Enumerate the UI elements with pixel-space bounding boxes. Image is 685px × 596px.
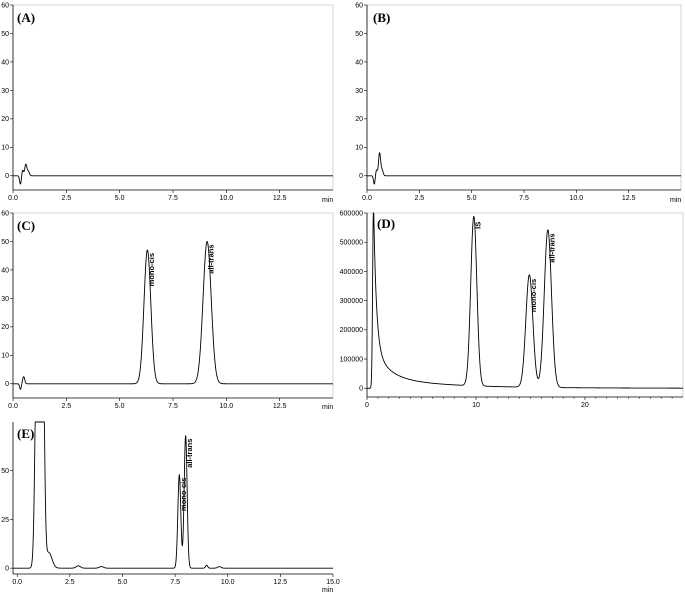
y-tick-label: 20 <box>355 116 363 123</box>
y-tick-label: 0 <box>5 566 9 573</box>
x-tick-label: 5.0 <box>115 195 125 202</box>
peak-label: IS <box>473 222 482 229</box>
y-tick-label: 60 <box>1 210 9 217</box>
panel-a-trace <box>12 163 334 185</box>
panel-e: 0.0 2.5 5.0 7.5 10.0 12.5 15.0 0 25 50 mono-cis al… <box>1 421 340 594</box>
x-tick-label: 0.0 <box>362 195 372 202</box>
panel-d: 0 10 20 0 100000 200000 300000 400000 500000 6000… <box>340 210 684 409</box>
x-tick-label: 12.5 <box>622 195 636 202</box>
panel-e-letter: (E) <box>17 426 34 441</box>
x-tick-label: 0 <box>365 402 369 409</box>
y-tick-label: 40 <box>355 59 363 66</box>
panel-b-x-unit: min <box>670 197 681 204</box>
panel-c-ticks: 0.0 2.5 5.0 7.5 10.0 12.5 0 10 20 30 40 50 60 <box>1 210 286 410</box>
y-tick-label: 600000 <box>340 210 363 217</box>
x-tick-label: 0.0 <box>8 403 18 410</box>
panel-c-letter: (C) <box>17 218 35 233</box>
panel-a-letter: (A) <box>17 10 35 25</box>
panel-d-trace <box>366 212 684 389</box>
x-tick-label: 15.0 <box>326 579 340 586</box>
y-tick-label: 60 <box>355 2 363 9</box>
panel-c-x-unit: min <box>322 404 333 411</box>
x-tick-label: 5.0 <box>467 195 477 202</box>
panel-b-ticks: 0.0 2.5 5.0 7.5 10.0 12.5 0 10 20 30 40 50 60 <box>355 2 635 202</box>
panel-e-peak-labels: mono-cis all-trans <box>179 439 194 511</box>
y-tick-label: 200000 <box>340 327 363 334</box>
y-tick-label: 40 <box>1 267 9 274</box>
x-tick-label: 0.0 <box>8 195 18 202</box>
y-tick-label: 10 <box>1 353 9 360</box>
panel-a-ticks: 0.0 2.5 5.0 7.5 10.0 12.5 0 10 20 30 40 50 60 <box>1 2 286 202</box>
x-tick-label: 7.5 <box>168 195 178 202</box>
x-tick-label: 10 <box>472 402 480 409</box>
panel-e-trace <box>12 421 334 569</box>
y-tick-label: 30 <box>355 88 363 95</box>
panel-e-ticks: 0.0 2.5 5.0 7.5 10.0 12.5 15.0 0 25 50 <box>1 468 340 586</box>
y-tick-label: 0 <box>359 386 363 393</box>
y-tick-label: 10 <box>1 145 9 152</box>
panel-b-letter: (B) <box>373 10 390 25</box>
y-tick-label: 300000 <box>340 298 363 305</box>
y-tick-label: 40 <box>1 59 9 66</box>
y-tick-label: 60 <box>1 2 9 9</box>
y-tick-label: 100000 <box>340 356 363 363</box>
y-tick-label: 0 <box>5 381 9 388</box>
x-tick-label: 2.5 <box>61 403 71 410</box>
panel-a-x-unit: min <box>322 197 333 204</box>
panel-e-x-unit: min <box>322 587 333 594</box>
panel-a: 0.0 2.5 5.0 7.5 10.0 12.5 0 10 20 30 40 50 60 (A) mi… <box>1 2 334 204</box>
x-tick-label: 2.5 <box>414 195 424 202</box>
panel-c-peak-labels: mono-cis all-trans <box>147 245 216 287</box>
x-tick-label: 0.0 <box>12 579 22 586</box>
y-tick-label: 30 <box>1 296 9 303</box>
peak-label: all-trans <box>207 245 216 274</box>
x-tick-label: 5.0 <box>118 579 128 586</box>
y-tick-label: 400000 <box>340 269 363 276</box>
panel-d-ticks: 0 10 20 0 100000 200000 300000 400000 500000 6000… <box>340 210 673 409</box>
y-tick-label: 0 <box>5 173 9 180</box>
panel-b-frame <box>367 4 682 190</box>
x-tick-label: 20 <box>581 402 589 409</box>
panel-d-peak-labels: IS mono-cis all-trans <box>473 222 556 312</box>
panel-a-frame <box>13 4 334 190</box>
x-tick-label: 2.5 <box>61 195 71 202</box>
x-tick-label: 10.0 <box>220 195 234 202</box>
x-tick-label: 12.5 <box>274 579 288 586</box>
x-tick-label: 2.5 <box>65 579 75 586</box>
panel-b-trace <box>366 152 682 185</box>
panel-d-frame <box>367 212 684 397</box>
x-tick-label: 7.5 <box>170 579 180 586</box>
peak-label: all-trans <box>185 439 194 468</box>
panel-c-frame <box>13 212 334 398</box>
y-tick-label: 20 <box>1 116 9 123</box>
y-tick-label: 25 <box>1 517 9 524</box>
y-tick-label: 50 <box>355 31 363 38</box>
x-tick-label: 10.0 <box>570 195 584 202</box>
y-tick-label: 500000 <box>340 240 363 247</box>
y-tick-label: 50 <box>1 468 9 475</box>
peak-label: mono-cis <box>147 253 156 286</box>
y-tick-label: 20 <box>1 324 9 331</box>
x-tick-label: 7.5 <box>519 195 529 202</box>
peak-label: all-trans <box>547 234 556 263</box>
x-tick-label: 12.5 <box>273 403 287 410</box>
y-tick-label: 10 <box>355 145 363 152</box>
panel-b: 0.0 2.5 5.0 7.5 10.0 12.5 0 10 20 30 40 50 60 (B) mi… <box>355 2 682 204</box>
y-tick-label: 0 <box>359 173 363 180</box>
panel-d-letter: (D) <box>377 216 395 231</box>
y-tick-label: 50 <box>1 239 9 246</box>
panel-c: 0.0 2.5 5.0 7.5 10.0 12.5 0 10 20 30 40 50 60 mono-c… <box>1 210 334 411</box>
x-tick-label: 5.0 <box>115 403 125 410</box>
x-tick-label: 12.5 <box>273 195 287 202</box>
x-tick-label: 10.0 <box>221 579 235 586</box>
x-tick-label: 10.0 <box>220 403 234 410</box>
y-tick-label: 50 <box>1 31 9 38</box>
peak-label: mono-cis <box>529 279 538 312</box>
panel-c-trace <box>12 241 334 390</box>
x-tick-label: 7.5 <box>168 403 178 410</box>
y-tick-label: 30 <box>1 88 9 95</box>
peak-label: mono-cis <box>179 478 188 511</box>
